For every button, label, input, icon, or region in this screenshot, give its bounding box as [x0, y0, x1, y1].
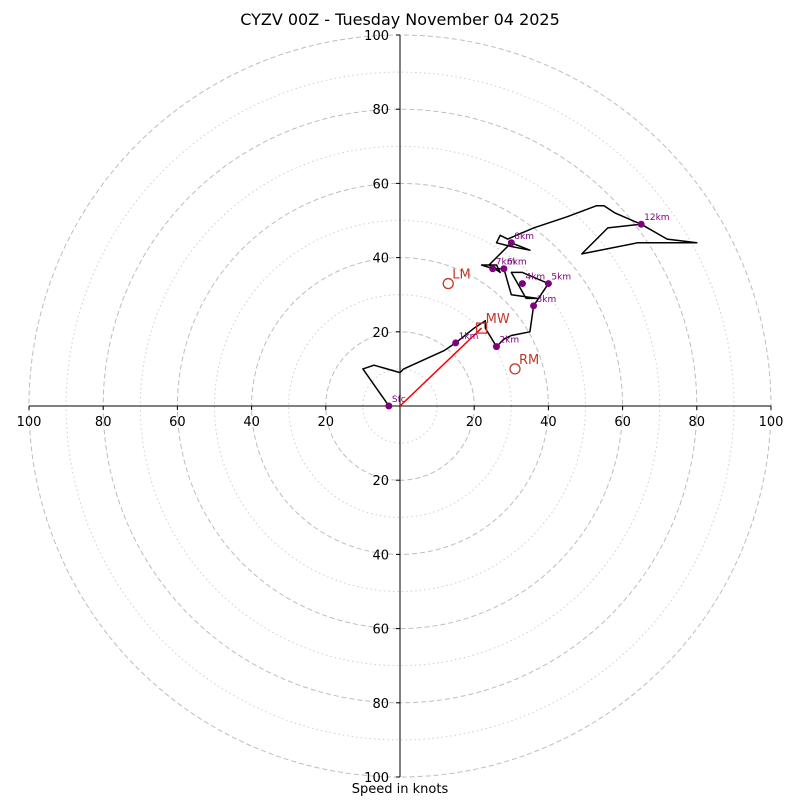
y-tick-label-top-40: 40	[372, 252, 389, 267]
y-tick-label-bottom-60: 60	[372, 623, 389, 638]
x-tick-label-left-80: 80	[95, 415, 112, 430]
height-marker-7km	[489, 265, 497, 273]
x-tick-label-left-100: 100	[17, 415, 42, 430]
height-label-7km: 7km	[496, 258, 516, 268]
height-label-6km: 6km	[507, 258, 527, 268]
x-tick-label-left-20: 20	[318, 415, 335, 430]
y-tick-label-top-80: 80	[372, 103, 389, 118]
x-tick-label-right-40: 40	[540, 415, 557, 430]
height-label-2km: 2km	[499, 336, 519, 346]
height-marker-1km	[452, 339, 460, 347]
storm-motion-marker-LM	[442, 277, 454, 290]
x-tick-label-left-40: 40	[243, 415, 260, 430]
y-tick-label-bottom-80: 80	[372, 697, 389, 712]
height-marker-2km	[492, 343, 500, 351]
x-tick-label-right-80: 80	[689, 415, 706, 430]
height-marker-5km	[544, 280, 552, 288]
height-label-12km: 12km	[644, 213, 669, 223]
storm-motion-marker-RM	[509, 363, 521, 375]
height-marker-Sfc	[385, 402, 393, 410]
height-label-8km: 8km	[514, 232, 534, 242]
y-tick-label-top-100: 100	[364, 29, 389, 44]
height-marker-3km	[530, 302, 538, 310]
x-tick-label-right-20: 20	[466, 415, 483, 430]
mean-wind-vector-line	[399, 327, 483, 407]
x-axis-label: Speed in knots	[351, 782, 449, 797]
y-tick-label-bottom-40: 40	[372, 548, 389, 563]
storm-motion-label-LM: LM	[452, 268, 470, 283]
x-tick-label-right-60: 60	[614, 415, 631, 430]
height-marker-8km	[507, 239, 515, 247]
height-marker-12km	[637, 220, 645, 228]
y-tick-label-bottom-20: 20	[372, 474, 389, 489]
y-tick-label-bottom-100: 100	[364, 771, 389, 786]
storm-motion-marker-MW	[475, 322, 488, 334]
height-marker-6km	[500, 265, 508, 273]
height-label-4km: 4km	[525, 273, 545, 283]
height-label-3km: 3km	[537, 295, 557, 305]
storm-motion-label-MW: MW	[486, 312, 510, 327]
height-marker-4km	[518, 280, 526, 288]
y-tick-label-top-20: 20	[372, 326, 389, 341]
x-tick-label-left-60: 60	[169, 415, 186, 430]
height-label-1km: 1km	[459, 332, 479, 342]
chart-title: CYZV 00Z - Tuesday November 04 2025	[240, 10, 560, 29]
height-label-5km: 5km	[551, 273, 571, 283]
height-label-Sfc: Sfc	[392, 395, 406, 405]
y-tick-label-top-60: 60	[372, 177, 389, 192]
storm-motion-label-RM: RM	[519, 353, 539, 368]
x-tick-label-right-100: 100	[759, 415, 784, 430]
